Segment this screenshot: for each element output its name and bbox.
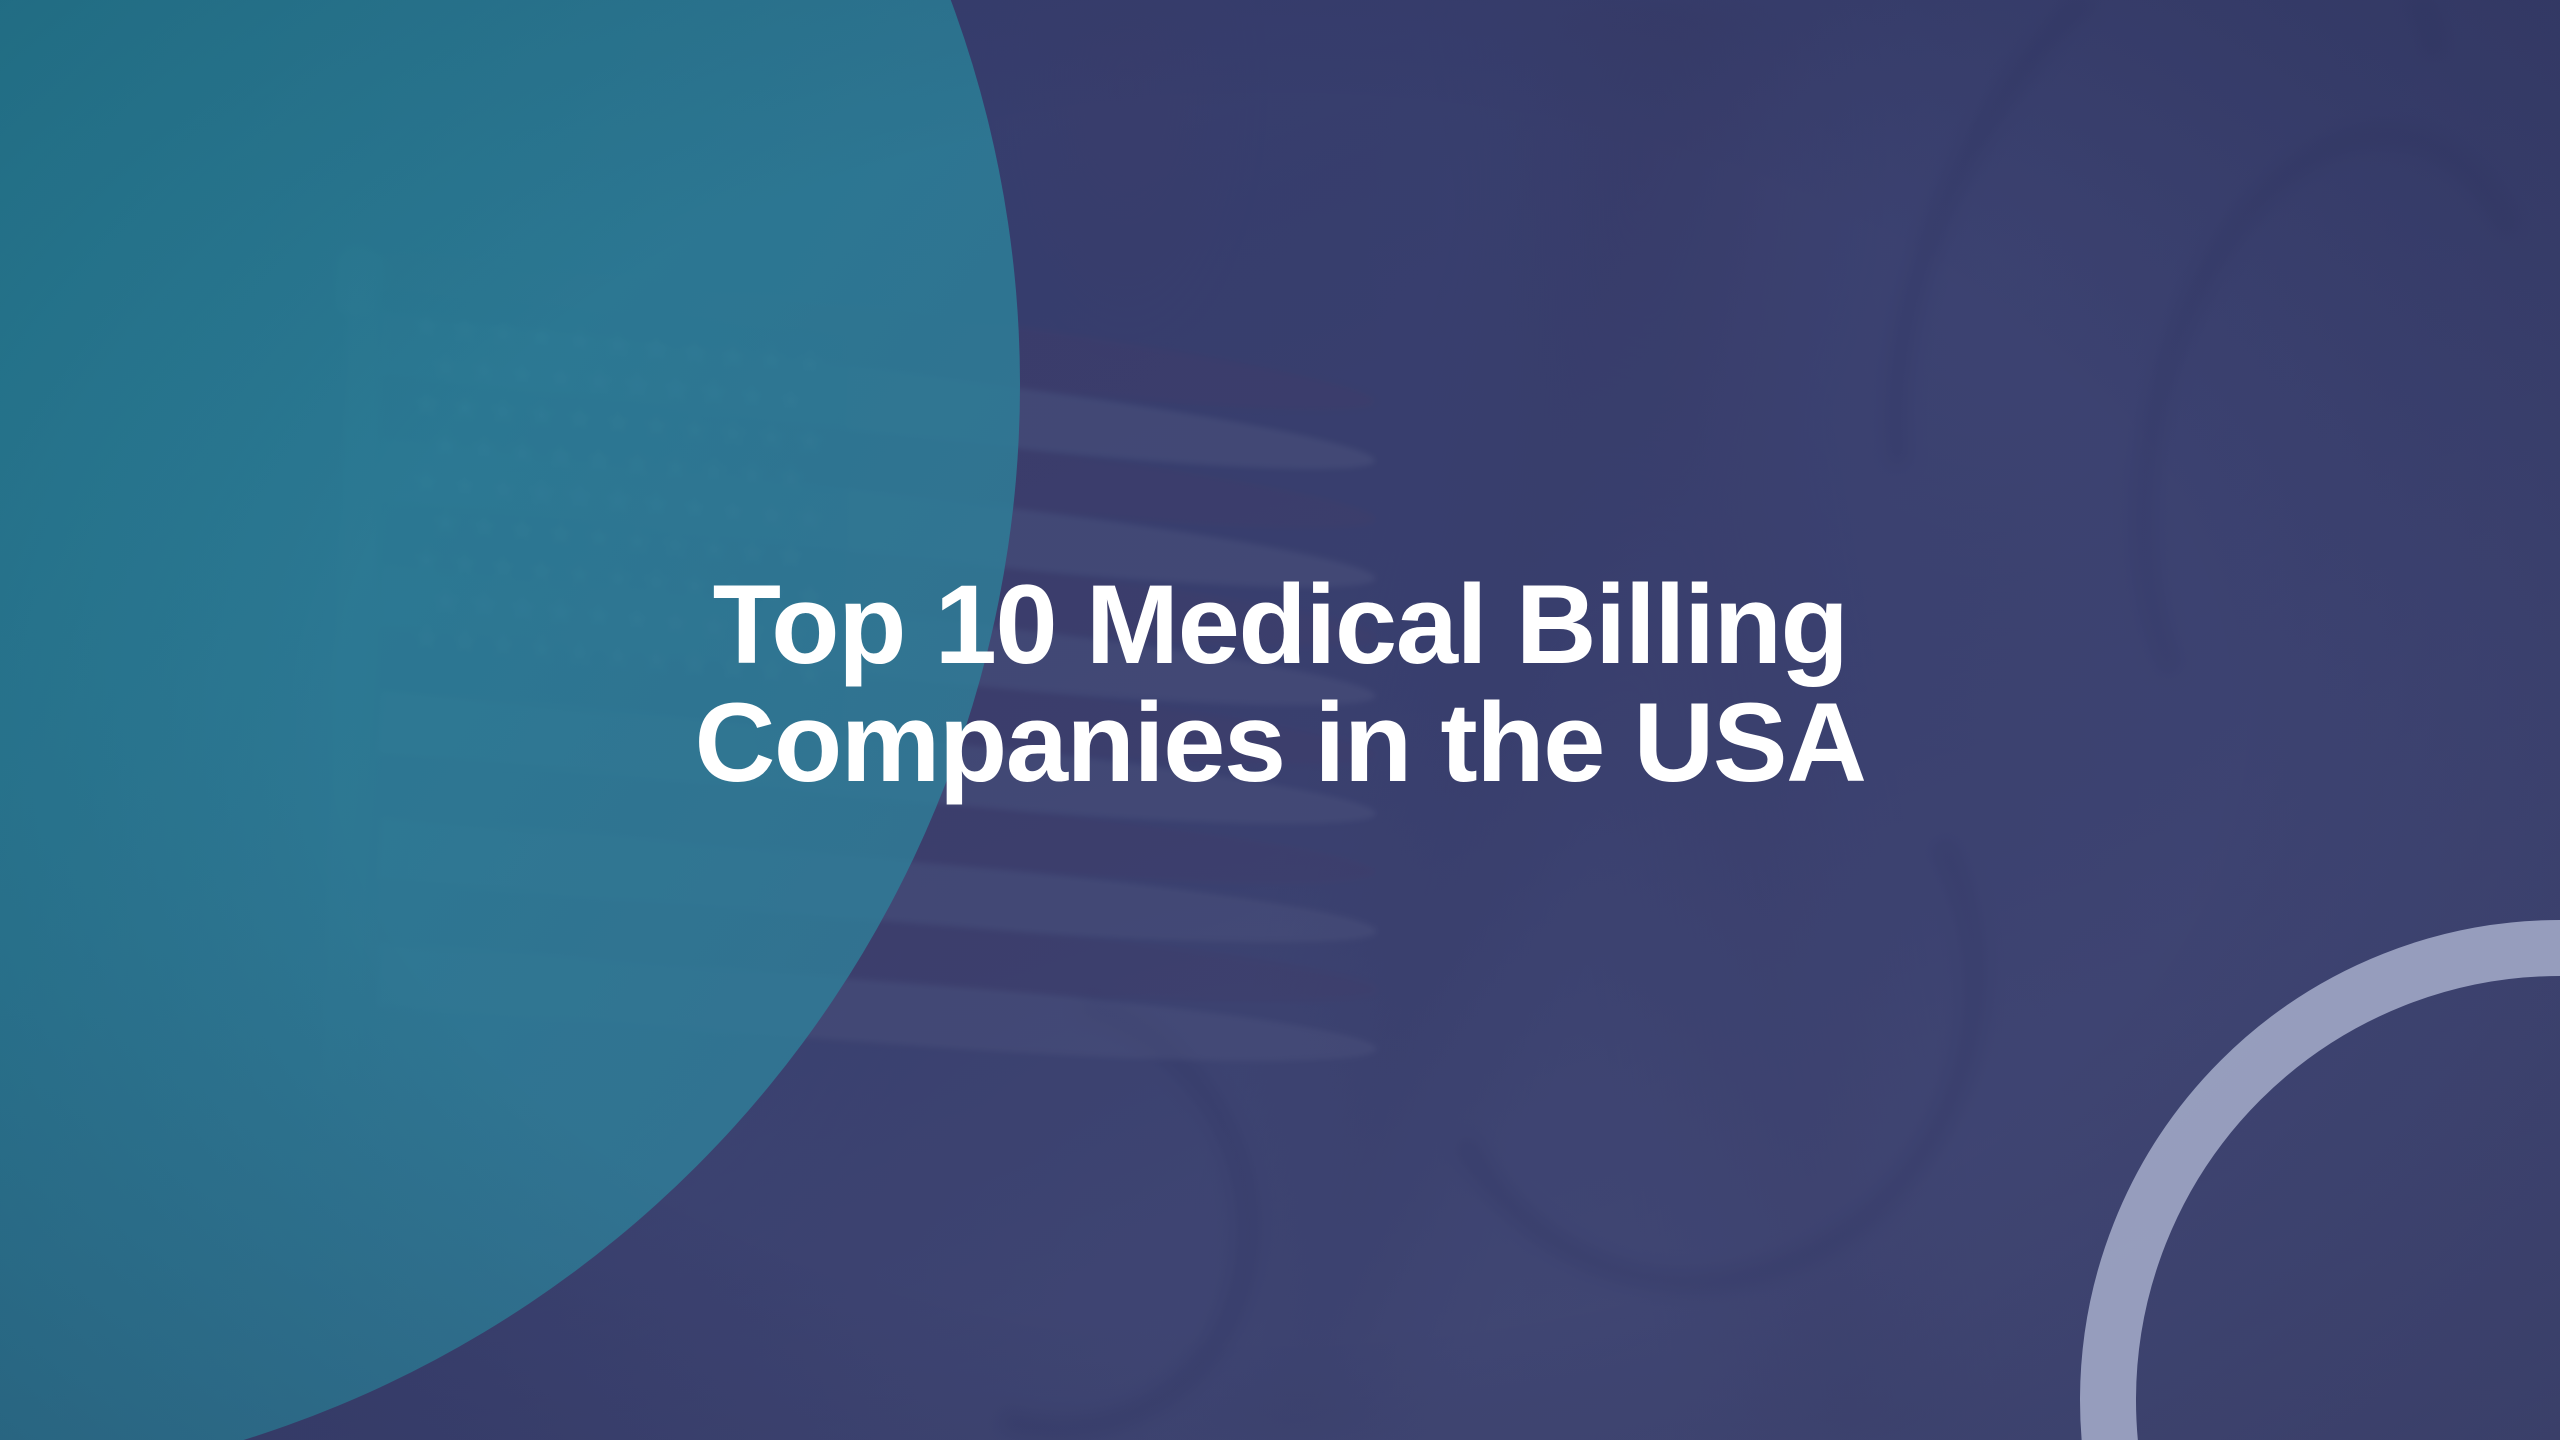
banner-title-line-2: Companies in the USA	[694, 680, 1867, 805]
banner-title: Top 10 Medical Billing Companies in the …	[0, 566, 2560, 802]
banner-title-line-1: Top 10 Medical Billing	[712, 562, 1849, 687]
